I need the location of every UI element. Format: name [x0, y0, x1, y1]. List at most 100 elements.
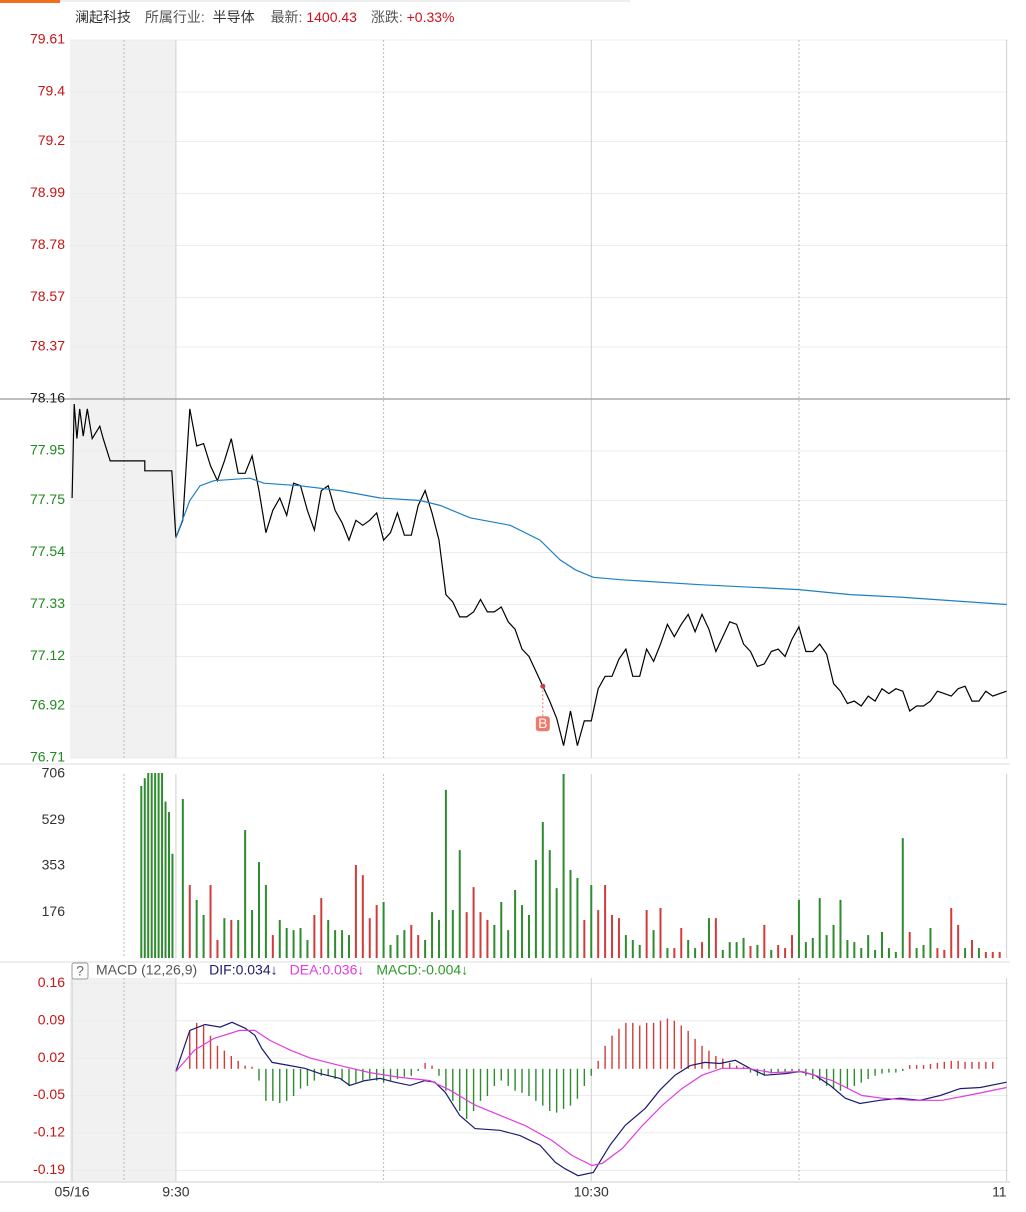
volume-bar: [714, 918, 717, 958]
legend-entry: DIF:0.034↓: [209, 962, 277, 978]
volume-bar: [853, 942, 856, 958]
y-tick-label: 0.16: [38, 974, 65, 990]
y-tick-label: 78.78: [30, 236, 65, 252]
y-tick-label: 78.57: [30, 288, 65, 304]
annotation-dot: [540, 683, 546, 689]
volume-bar: [493, 924, 496, 958]
volume-bar: [396, 935, 399, 958]
volume-bar: [604, 885, 607, 958]
y-tick-label: 76.92: [30, 697, 65, 713]
volume-bar: [285, 928, 288, 958]
volume-bar: [998, 952, 1001, 958]
volume-bar: [749, 946, 752, 958]
stock-name: 澜起科技: [75, 9, 131, 25]
volume-bar: [541, 821, 544, 958]
series-line: [175, 1021, 1007, 1177]
y-tick-label: 78.37: [30, 338, 65, 354]
y-tick-label: 79.61: [30, 31, 65, 47]
y-tick-label: 79.4: [38, 83, 65, 99]
x-tick-label: 11: [992, 1184, 1007, 1200]
y-tick-label: 77.12: [30, 647, 65, 663]
volume-bar: [188, 885, 191, 958]
volume-bar: [701, 942, 704, 958]
industry-label: 所属行业:: [145, 9, 205, 25]
volume-bar: [881, 931, 884, 958]
tab-accent: [0, 0, 60, 3]
volume-bar: [867, 935, 870, 958]
indicator-title: MACD (12,26,9): [96, 962, 197, 978]
volume-bar: [334, 930, 337, 958]
volume-bar: [417, 935, 420, 958]
volume-bar: [742, 937, 745, 958]
volume-bar: [929, 928, 932, 958]
volume-bar: [804, 942, 807, 958]
y-tick-label: 0.09: [38, 1011, 65, 1027]
volume-bar: [147, 773, 150, 958]
volume-bar: [991, 952, 994, 958]
panel: 79.61 79.4 79.2 78.99 78.78 78.57 78.37 78.16 77…: [0, 31, 1010, 765]
volume-bar: [437, 919, 440, 958]
volume-bar: [576, 877, 579, 958]
volume-bar: [818, 898, 821, 958]
volume-bar: [472, 887, 475, 958]
volume-bar: [666, 948, 669, 958]
volume-bar: [971, 940, 974, 958]
volume-bar: [514, 889, 517, 958]
volume-bar: [150, 773, 153, 958]
help-button[interactable]: [71, 962, 89, 980]
volume-bar: [216, 940, 219, 958]
y-tick-label: 76.71: [30, 749, 65, 765]
y-tick-label: 77.75: [30, 491, 65, 507]
volume-bar: [465, 912, 468, 958]
volume-bar: [777, 944, 780, 958]
legend-entry: MACD:-0.004↓: [376, 962, 468, 978]
volume-bar: [631, 940, 634, 958]
volume-bar: [784, 948, 787, 958]
volume-bar: [368, 918, 371, 958]
volume-bar: [209, 885, 212, 958]
latest: 1400.43: [306, 9, 357, 25]
volume-bar: [431, 912, 434, 958]
volume-bar: [707, 918, 710, 958]
volume-bar: [825, 935, 828, 958]
volume-bar: [597, 910, 600, 958]
volume-bar: [763, 924, 766, 958]
y-tick-label: 77.33: [30, 595, 65, 611]
volume-bar: [617, 918, 620, 958]
volume-bar: [244, 830, 247, 958]
volume-bar: [230, 919, 233, 958]
volume-bar: [521, 905, 524, 958]
series-line: [175, 477, 1007, 606]
volume-bar: [424, 940, 427, 958]
volume-bar: [171, 853, 174, 958]
volume-bar: [908, 931, 911, 958]
volume-bar: [347, 935, 350, 958]
volume-bar: [735, 942, 738, 958]
volume-bar: [195, 899, 198, 958]
y-tick-label: 77.95: [30, 442, 65, 458]
volume-bar: [534, 860, 537, 958]
volume-bar: [770, 949, 773, 958]
volume-bar: [611, 914, 614, 958]
volume-bar: [950, 907, 953, 958]
volume-bar: [687, 940, 690, 958]
legend-entry: DEA:0.036↓: [290, 962, 365, 978]
volume-bar: [922, 944, 925, 958]
y-tick-label: 706: [42, 765, 66, 781]
header: 澜起科技 所属行业: 半导体 最新: 1400.43 涨跌: +0.33%: [75, 9, 455, 25]
volume-bar: [936, 948, 939, 958]
volume-bar: [375, 905, 378, 958]
volume-bar: [507, 930, 510, 958]
chart-layer: 79.61 79.4 79.2 78.99 78.78 78.57 78.37 78.16 77…: [0, 31, 1010, 1200]
volume-bar: [839, 899, 842, 958]
volume-bar: [583, 919, 586, 958]
volume-bar: [915, 948, 918, 958]
series-line: [71, 403, 1007, 746]
volume-bar: [943, 949, 946, 958]
volume-bar: [306, 940, 309, 958]
volume-bar: [264, 885, 267, 958]
volume-bar: [977, 948, 980, 958]
panel: 706 529 353 176: [42, 765, 1008, 958]
y-tick-label: 529: [42, 811, 66, 827]
industry: 半导体: [213, 9, 255, 25]
